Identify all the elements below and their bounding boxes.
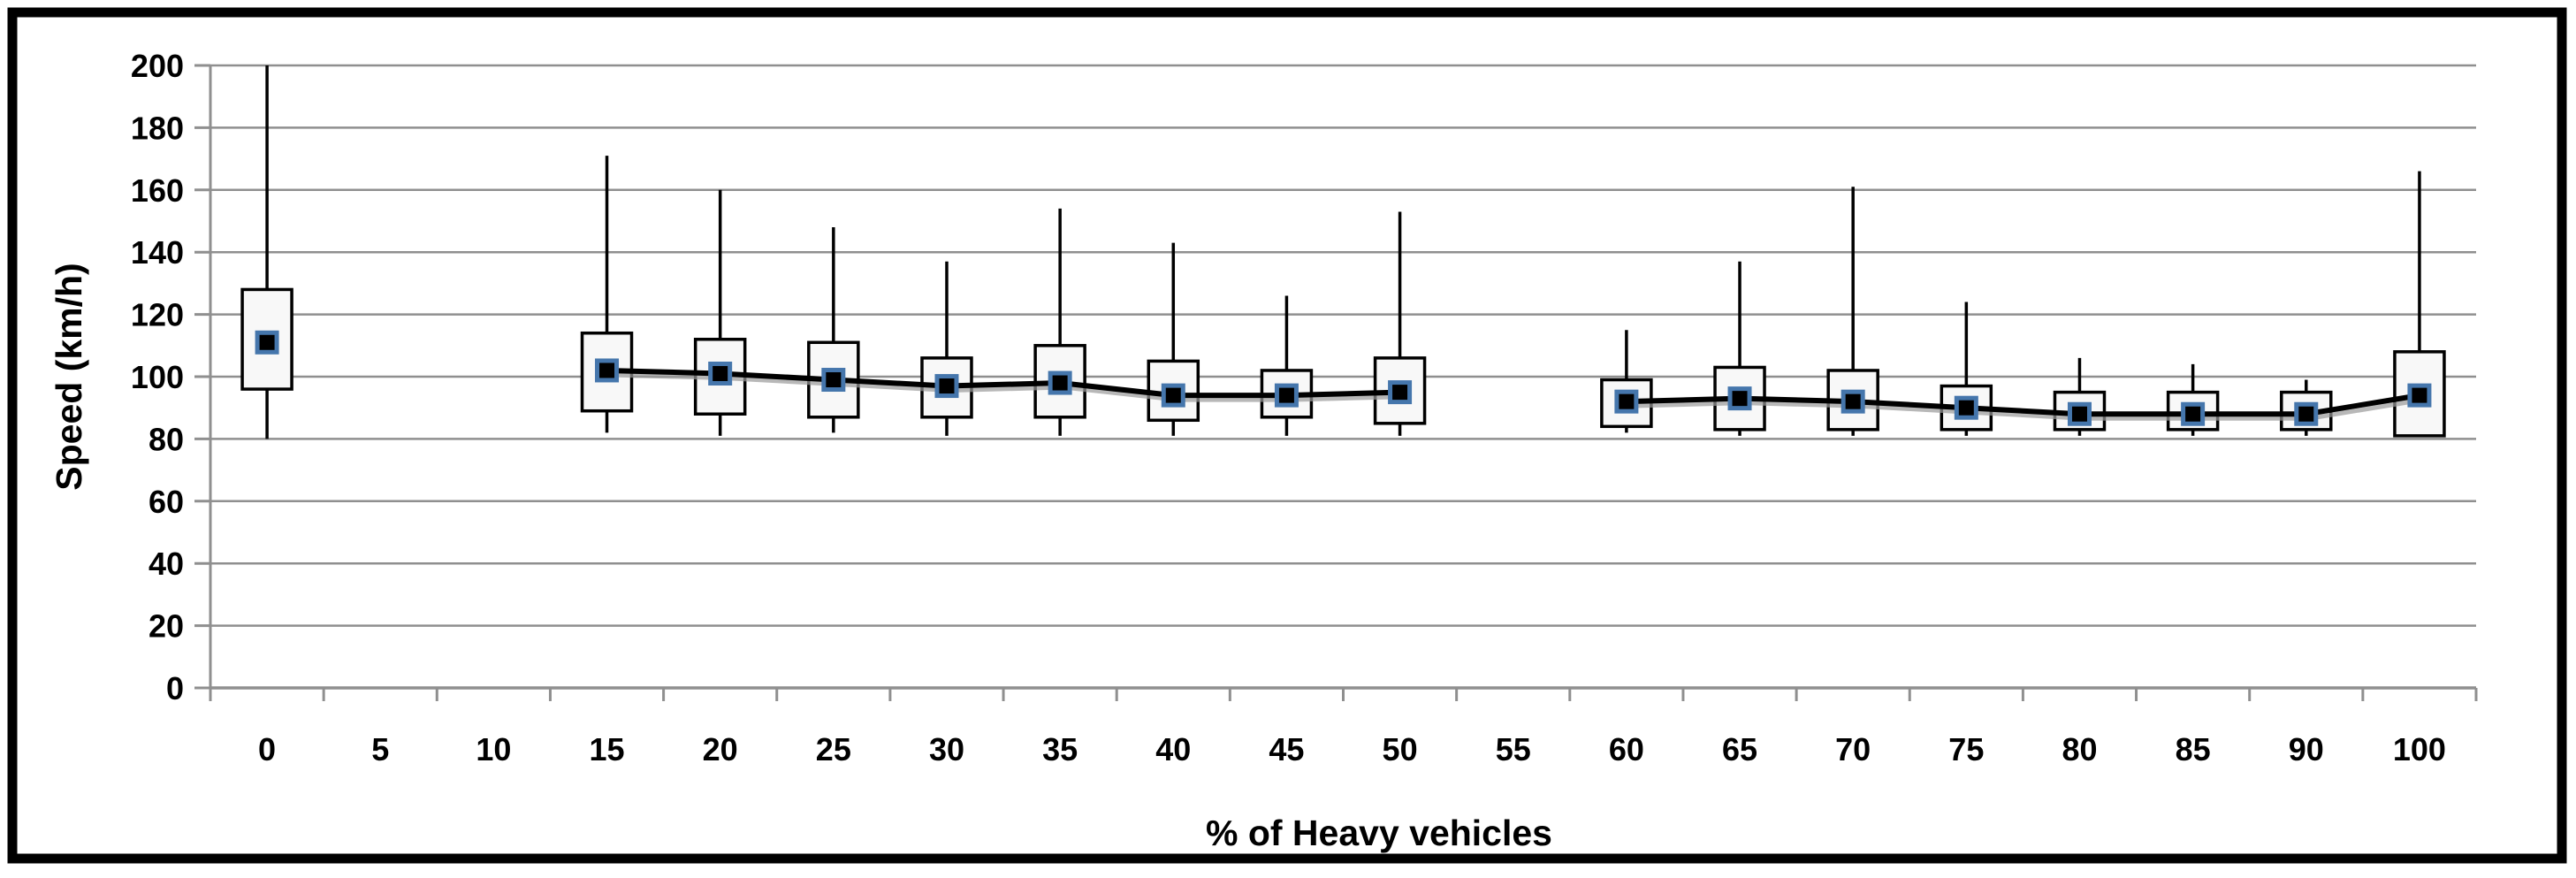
tick-labels-layer: 0 20 40 60 80 100 120 140 160 180 200 0 5 10 15 20 25 30 3… [131,48,2446,767]
mean-marker-45 [1274,383,1299,408]
y-tick-label: 160 [131,172,184,209]
mean-marker-25 [821,368,846,393]
box-group-30 [920,261,973,436]
x-tick-label: 80 [2062,731,2097,767]
box-group-25 [807,227,860,433]
x-tick-label: 0 [258,731,276,767]
x-tick-label: 50 [1383,731,1418,767]
mean-marker-0 [255,330,279,355]
y-tick-label: 120 [131,297,184,333]
y-axis-title: Speed (km/h) [49,263,89,490]
y-tick-label: 100 [131,359,184,395]
mean-marker-75 [1954,395,1978,420]
mean-marker-80 [2067,401,2092,426]
x-tick-label: 40 [1155,731,1191,767]
mean-marker-90 [2294,401,2319,426]
y-tick-label: 20 [149,608,184,645]
mean-marker-100 [2407,383,2432,408]
box-group-60 [1600,330,1653,433]
x-tick-label: 70 [1835,731,1871,767]
x-tick-label: 5 [371,731,389,767]
mean-line-layer [606,367,2424,421]
mean-marker-60 [1614,389,1639,414]
y-tick-label: 60 [149,484,184,520]
mean-line-shadow-0 [610,372,1404,402]
x-tick-label: 30 [929,731,964,767]
x-tick-label: 65 [1722,731,1757,767]
mean-line-1 [1626,393,2420,417]
axes-layer [194,64,2478,701]
x-tick-label: 85 [2176,731,2211,767]
mean-marker-20 [708,361,733,386]
mean-marker-15 [595,358,620,383]
x-tick-label: 55 [1496,731,1531,767]
x-tick-label: 15 [590,731,625,767]
mean-line-0 [606,367,1400,399]
x-tick-label: 25 [816,731,851,767]
box-group-35 [1033,208,1086,436]
y-tick-label: 140 [131,234,184,271]
mean-line-shadow-1 [1629,397,2424,421]
mean-marker-40 [1161,383,1185,408]
box-rect [240,287,293,391]
y-tick-label: 180 [131,110,184,146]
x-tick-label: 90 [2289,731,2324,767]
mean-marker-35 [1048,370,1072,395]
y-tick-label: 80 [149,421,184,457]
box-group-45 [1260,295,1314,436]
x-tick-label: 35 [1042,731,1078,767]
gridlines-layer [210,64,2476,690]
y-tick-label: 0 [166,670,184,706]
chart-border [7,7,2567,864]
x-tick-label: 75 [1948,731,1984,767]
x-tick-label: 45 [1269,731,1304,767]
mean-marker-85 [2181,401,2206,426]
box-group-20 [693,189,747,436]
mean-marker-30 [934,374,959,399]
x-tick-label: 100 [2393,731,2446,767]
mean-markers-layer [255,330,2432,426]
mean-marker-50 [1388,380,1413,405]
box-group-15 [580,156,634,433]
x-axis-title: % of Heavy vehicles [1206,813,1552,853]
x-tick-label: 20 [703,731,738,767]
mean-marker-70 [1841,389,1865,414]
y-tick-label: 40 [149,546,184,582]
x-tick-label: 10 [476,731,511,767]
x-tick-label: 60 [1609,731,1644,767]
box-group-0 [240,65,293,439]
y-tick-label: 200 [131,48,184,84]
mean-marker-65 [1727,386,1752,411]
